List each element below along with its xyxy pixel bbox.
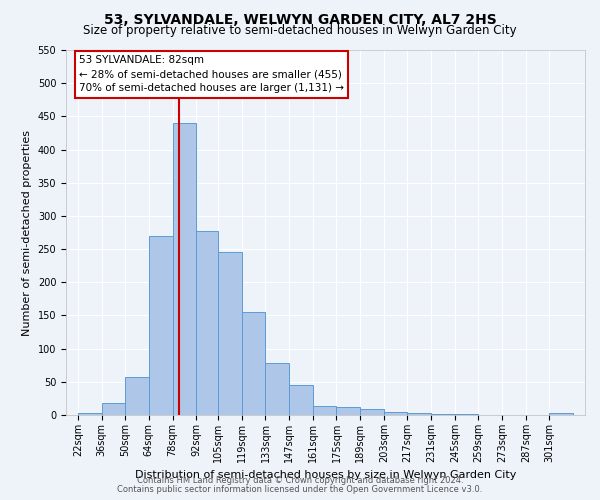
Text: Size of property relative to semi-detached houses in Welwyn Garden City: Size of property relative to semi-detach… bbox=[83, 24, 517, 37]
Bar bbox=[218, 252, 242, 415]
Bar bbox=[78, 413, 101, 415]
Text: 53 SYLVANDALE: 82sqm
← 28% of semi-detached houses are smaller (455)
70% of semi: 53 SYLVANDALE: 82sqm ← 28% of semi-detac… bbox=[79, 56, 344, 94]
Bar bbox=[149, 236, 173, 415]
Bar bbox=[337, 407, 360, 415]
Bar bbox=[125, 376, 149, 415]
Bar bbox=[360, 409, 384, 415]
X-axis label: Distribution of semi-detached houses by size in Welwyn Garden City: Distribution of semi-detached houses by … bbox=[135, 470, 516, 480]
Bar bbox=[384, 412, 407, 415]
Bar bbox=[173, 123, 196, 415]
Bar bbox=[407, 413, 431, 415]
Text: 53, SYLVANDALE, WELWYN GARDEN CITY, AL7 2HS: 53, SYLVANDALE, WELWYN GARDEN CITY, AL7 … bbox=[104, 12, 496, 26]
Bar bbox=[265, 363, 289, 415]
Bar bbox=[242, 312, 265, 415]
Bar bbox=[431, 414, 455, 415]
Text: Contains HM Land Registry data © Crown copyright and database right 2024.: Contains HM Land Registry data © Crown c… bbox=[137, 476, 463, 485]
Bar bbox=[550, 413, 573, 415]
Bar bbox=[455, 414, 478, 415]
Y-axis label: Number of semi-detached properties: Number of semi-detached properties bbox=[22, 130, 32, 336]
Bar bbox=[101, 403, 125, 415]
Bar bbox=[196, 230, 218, 415]
Bar bbox=[313, 406, 337, 415]
Text: Contains public sector information licensed under the Open Government Licence v3: Contains public sector information licen… bbox=[118, 485, 482, 494]
Bar bbox=[289, 385, 313, 415]
